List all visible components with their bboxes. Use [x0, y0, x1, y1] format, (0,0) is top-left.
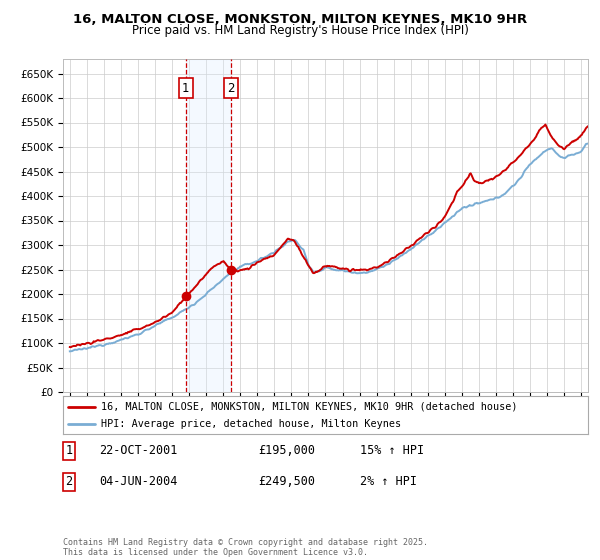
Text: 16, MALTON CLOSE, MONKSTON, MILTON KEYNES, MK10 9HR: 16, MALTON CLOSE, MONKSTON, MILTON KEYNE…	[73, 13, 527, 26]
Text: Price paid vs. HM Land Registry's House Price Index (HPI): Price paid vs. HM Land Registry's House …	[131, 24, 469, 38]
Text: Contains HM Land Registry data © Crown copyright and database right 2025.
This d: Contains HM Land Registry data © Crown c…	[63, 538, 428, 557]
Text: 04-JUN-2004: 04-JUN-2004	[99, 475, 178, 488]
Text: 22-OCT-2001: 22-OCT-2001	[99, 444, 178, 458]
Bar	[186, 59, 230, 392]
Text: £195,000: £195,000	[258, 444, 315, 458]
Text: 2: 2	[65, 475, 73, 488]
Text: 1: 1	[65, 444, 73, 458]
Text: 2: 2	[227, 82, 235, 95]
Text: 15% ↑ HPI: 15% ↑ HPI	[360, 444, 424, 458]
Text: 16, MALTON CLOSE, MONKSTON, MILTON KEYNES, MK10 9HR (detached house): 16, MALTON CLOSE, MONKSTON, MILTON KEYNE…	[101, 402, 517, 412]
Text: 2% ↑ HPI: 2% ↑ HPI	[360, 475, 417, 488]
Text: HPI: Average price, detached house, Milton Keynes: HPI: Average price, detached house, Milt…	[101, 419, 401, 430]
Text: £249,500: £249,500	[258, 475, 315, 488]
Text: 1: 1	[182, 82, 190, 95]
